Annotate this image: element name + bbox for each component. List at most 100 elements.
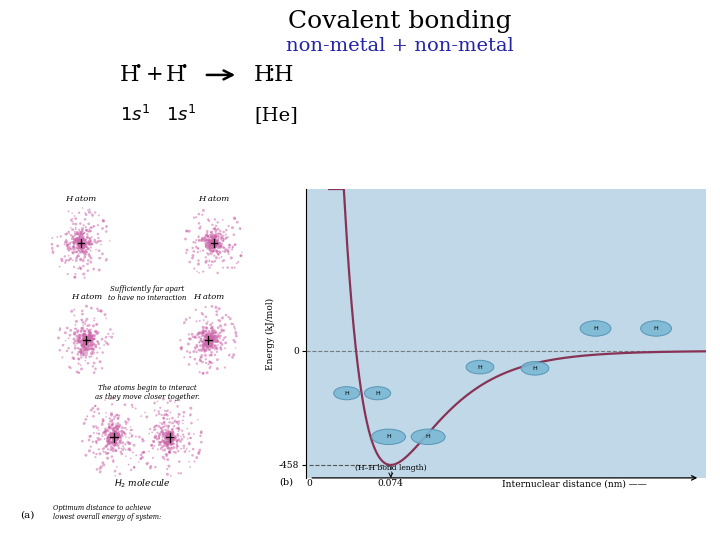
- Point: [168, 448, 179, 456]
- Point: [208, 341, 220, 349]
- Point: [183, 429, 194, 438]
- Point: [73, 239, 85, 247]
- Point: [203, 341, 215, 350]
- Point: [205, 329, 217, 338]
- Point: [77, 234, 89, 242]
- Point: [96, 364, 108, 373]
- Point: [181, 444, 193, 453]
- Point: [210, 240, 221, 248]
- Point: [197, 369, 209, 377]
- Point: [109, 435, 120, 444]
- Point: [203, 338, 215, 347]
- Point: [158, 420, 170, 428]
- Point: [212, 337, 223, 346]
- Point: [208, 239, 220, 247]
- Point: [80, 250, 91, 259]
- Point: [113, 422, 125, 431]
- Point: [80, 242, 91, 251]
- Point: [177, 430, 189, 439]
- Point: [208, 238, 220, 247]
- Point: [109, 427, 121, 435]
- Point: [174, 425, 185, 434]
- Point: [158, 431, 170, 440]
- Point: [77, 235, 89, 244]
- Point: [209, 235, 220, 244]
- Point: [208, 238, 220, 246]
- Point: [97, 445, 109, 454]
- Point: [60, 336, 71, 345]
- Point: [108, 430, 120, 439]
- Point: [108, 433, 120, 441]
- Point: [75, 264, 86, 273]
- Point: [85, 237, 96, 245]
- Point: [77, 247, 89, 256]
- Point: [76, 238, 88, 246]
- Point: [74, 238, 86, 247]
- Point: [166, 435, 178, 443]
- Point: [188, 347, 199, 356]
- Point: [163, 432, 174, 441]
- Point: [68, 236, 80, 245]
- Point: [81, 340, 92, 348]
- Point: [164, 434, 176, 442]
- Point: [210, 328, 222, 337]
- Point: [163, 432, 175, 441]
- Point: [156, 427, 167, 436]
- Point: [108, 415, 120, 423]
- Point: [125, 423, 136, 431]
- Point: [69, 328, 81, 337]
- Point: [154, 440, 166, 449]
- Point: [84, 328, 96, 336]
- Point: [226, 245, 238, 254]
- Point: [159, 434, 171, 443]
- Point: [97, 458, 109, 467]
- Point: [103, 433, 114, 441]
- Point: [220, 233, 232, 242]
- Point: [203, 337, 215, 346]
- Point: [114, 432, 126, 441]
- Point: [82, 338, 94, 347]
- Point: [164, 431, 176, 440]
- Point: [78, 338, 89, 346]
- Point: [116, 430, 127, 438]
- Point: [205, 343, 217, 352]
- Point: [210, 240, 221, 248]
- Point: [162, 434, 174, 443]
- Point: [91, 437, 102, 446]
- Point: [109, 471, 121, 480]
- Ellipse shape: [580, 321, 611, 336]
- Point: [153, 434, 165, 442]
- Point: [75, 334, 86, 342]
- Point: [112, 422, 123, 430]
- Point: [210, 337, 222, 346]
- Point: [78, 232, 89, 241]
- Point: [52, 233, 63, 241]
- Point: [208, 239, 220, 247]
- Point: [78, 334, 90, 342]
- Point: [207, 233, 219, 242]
- Y-axis label: Energy (kJ/mol): Energy (kJ/mol): [266, 298, 274, 369]
- Point: [102, 433, 114, 442]
- Point: [113, 428, 125, 436]
- Point: [79, 334, 91, 342]
- Point: [191, 317, 202, 326]
- Point: [228, 231, 240, 239]
- Point: [86, 342, 97, 350]
- Point: [191, 348, 202, 356]
- Point: [112, 435, 123, 444]
- Point: [200, 327, 212, 336]
- Point: [76, 239, 88, 247]
- Point: [57, 353, 68, 362]
- Point: [74, 347, 86, 356]
- Point: [215, 322, 226, 330]
- Point: [76, 346, 87, 354]
- Point: [186, 254, 198, 262]
- Point: [202, 244, 214, 252]
- Point: [83, 336, 94, 345]
- Point: [204, 335, 216, 343]
- Point: [197, 328, 209, 337]
- Point: [169, 434, 181, 443]
- Point: [100, 333, 112, 342]
- Point: [101, 227, 112, 236]
- Point: [103, 438, 114, 447]
